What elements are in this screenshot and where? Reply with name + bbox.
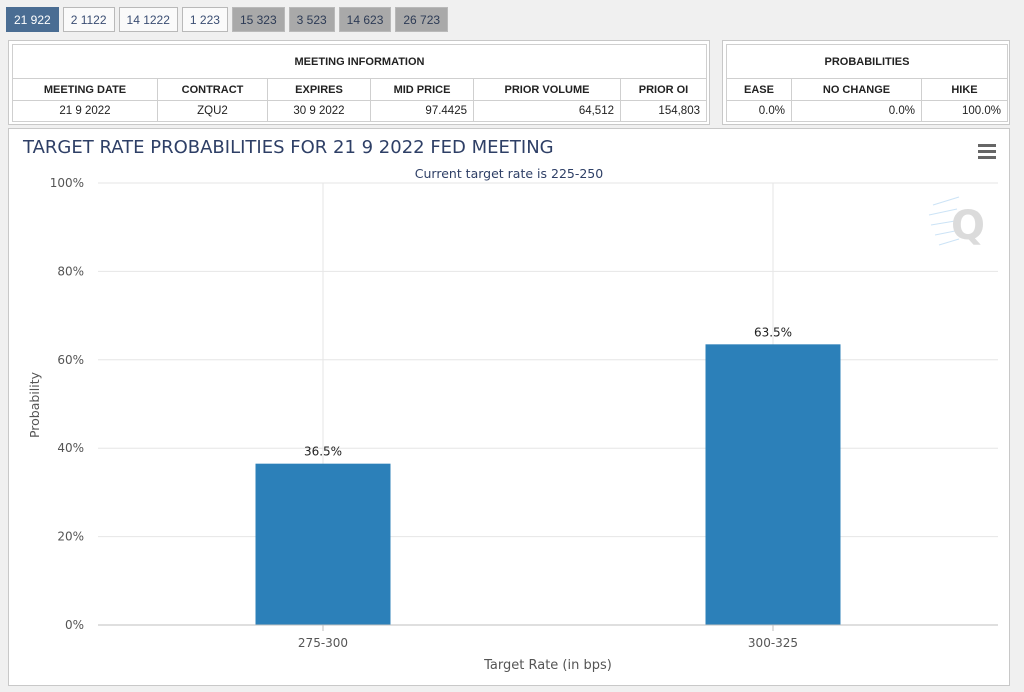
bar-300-325[interactable] — [705, 344, 841, 625]
svg-text:Q: Q — [951, 203, 985, 249]
bar-data-label: 63.5% — [754, 325, 792, 339]
probabilities-table: PROBABILITIES EASE NO CHANGE HIKE 0.0% 0… — [726, 44, 1008, 122]
col-header-prior-volume: PRIOR VOLUME — [473, 78, 621, 101]
x-axis-label: Target Rate (in bps) — [483, 658, 612, 673]
target-rate-chart: TARGET RATE PROBABILITIES FOR 21 9 2022 … — [22, 137, 1000, 673]
col-header-contract: CONTRACT — [157, 78, 268, 101]
x-tick-label: 300-325 — [748, 636, 798, 650]
hamburger-menu-icon[interactable] — [974, 140, 1000, 163]
mid-price-value: 97.4425 — [370, 100, 474, 122]
tab-meeting-3[interactable]: 14 1222 — [118, 7, 178, 32]
y-tick-label: 20% — [57, 530, 84, 544]
y-tick-label: 0% — [65, 618, 84, 632]
chart-title: TARGET RATE PROBABILITIES FOR 21 9 2022 … — [22, 137, 554, 158]
bar-data-label: 36.5% — [304, 445, 342, 459]
col-header-mid-price: MID PRICE — [370, 78, 474, 101]
meeting-information-table: MEETING INFORMATION MEETING DATE CONTRAC… — [12, 44, 707, 122]
tab-meeting-4[interactable]: 1 223 — [181, 7, 228, 32]
col-header-expires: EXPIRES — [267, 78, 371, 101]
col-header-hike: HIKE — [921, 78, 1008, 101]
probabilities-panel: PROBABILITIES EASE NO CHANGE HIKE 0.0% 0… — [722, 40, 1010, 125]
meeting-tabs: 21 922 2 1122 14 1222 1 223 15 323 3 523 14 62… — [6, 7, 452, 34]
y-tick-label: 80% — [57, 264, 84, 278]
tab-meeting-5[interactable]: 15 323 — [231, 7, 285, 32]
contract-value: ZQU2 — [157, 100, 268, 122]
chart-panel: TARGET RATE PROBABILITIES FOR 21 9 2022 … — [8, 128, 1010, 686]
tab-meeting-6[interactable]: 3 523 — [288, 7, 335, 32]
y-axis-label: Probability — [27, 371, 42, 438]
x-tick-label: 275-300 — [298, 636, 348, 650]
col-header-meeting-date: MEETING DATE — [12, 78, 158, 101]
bar-275-300[interactable] — [255, 463, 391, 625]
tab-meeting-2[interactable]: 2 1122 — [62, 7, 115, 32]
prior-volume-value: 64,512 — [473, 100, 621, 122]
expires-value: 30 9 2022 — [267, 100, 371, 122]
y-tick-label: 100% — [50, 176, 84, 190]
tab-meeting-7[interactable]: 14 623 — [338, 7, 392, 32]
tab-meeting-1[interactable]: 21 922 — [6, 7, 59, 32]
meeting-date-value: 21 9 2022 — [12, 100, 158, 122]
chart-subtitle: Current target rate is 225-250 — [415, 166, 603, 181]
ease-value: 0.0% — [726, 100, 792, 122]
tab-meeting-8[interactable]: 26 723 — [395, 7, 449, 32]
probabilities-title: PROBABILITIES — [726, 44, 1008, 79]
col-header-no-change: NO CHANGE — [791, 78, 922, 101]
meeting-information-title: MEETING INFORMATION — [12, 44, 707, 79]
y-tick-label: 40% — [57, 441, 84, 455]
col-header-prior-oi: PRIOR OI — [620, 78, 707, 101]
col-header-ease: EASE — [726, 78, 792, 101]
prior-oi-value: 154,803 — [620, 100, 707, 122]
y-tick-label: 60% — [57, 353, 84, 367]
meeting-information-panel: MEETING INFORMATION MEETING DATE CONTRAC… — [8, 40, 710, 125]
no-change-value: 0.0% — [791, 100, 922, 122]
q-logo-icon: Q — [928, 196, 985, 249]
hike-value: 100.0% — [921, 100, 1008, 122]
